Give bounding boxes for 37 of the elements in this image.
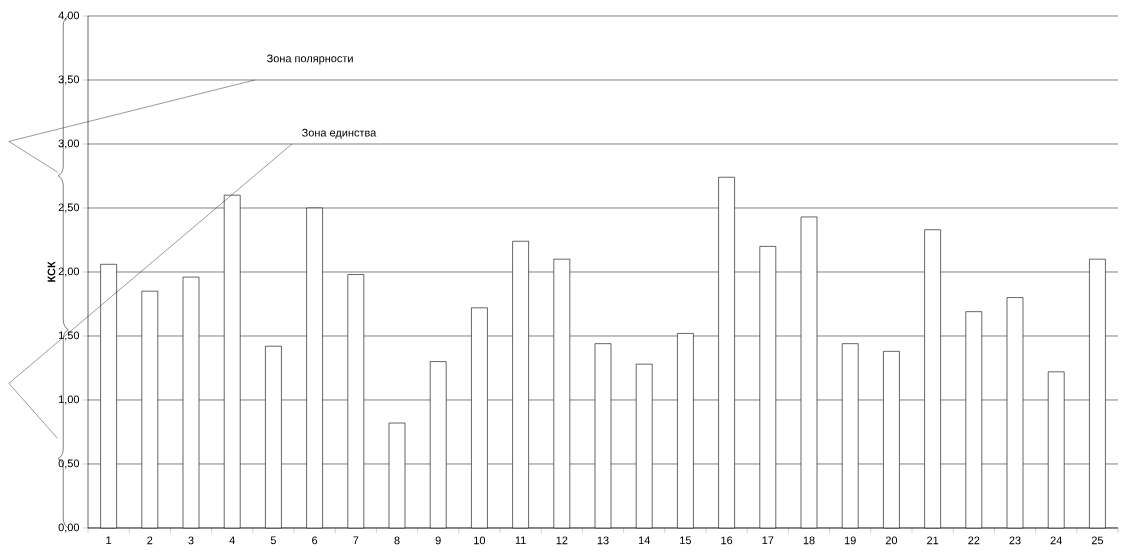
x-tick-label: 9 bbox=[435, 536, 441, 545]
x-tick-label: 25 bbox=[1091, 536, 1104, 545]
y-tick-label: 3,00 bbox=[58, 139, 80, 149]
x-tick-label: 7 bbox=[353, 536, 359, 545]
x-tick-label: 15 bbox=[680, 536, 692, 545]
x-tick-label: 5 bbox=[270, 536, 276, 545]
x-tick-label: 4 bbox=[229, 536, 235, 545]
x-tick-label: 21 bbox=[927, 536, 939, 545]
x-tick-label: 1 bbox=[106, 536, 112, 545]
annotation: Зона единства bbox=[302, 128, 377, 139]
x-tick-label: 12 bbox=[556, 536, 568, 545]
y-tick-label: 2,00 bbox=[58, 267, 80, 277]
x-tick-label: 2 bbox=[147, 536, 153, 545]
x-tick-label: 16 bbox=[721, 536, 733, 545]
y-tick-label: 1,00 bbox=[58, 395, 80, 405]
x-tick-label: 3 bbox=[188, 536, 194, 545]
x-tick-label: 10 bbox=[474, 536, 486, 545]
y-tick-label: 2,50 bbox=[58, 203, 80, 213]
x-tick-label: 17 bbox=[762, 536, 774, 545]
annotation: Зона полярности bbox=[266, 54, 353, 65]
y-tick-label: 0,00 bbox=[58, 523, 80, 533]
x-tick-label: 23 bbox=[1009, 536, 1021, 545]
x-tick-label: 20 bbox=[885, 536, 898, 545]
x-tick-label: 14 bbox=[638, 536, 650, 545]
x-tick-label: 18 bbox=[803, 536, 815, 545]
y-tick-label: 0,50 bbox=[58, 459, 80, 469]
x-tick-label: 19 bbox=[844, 536, 856, 545]
x-tick-label: 8 bbox=[394, 536, 400, 545]
x-tick-label: 11 bbox=[515, 536, 526, 545]
x-tick-label: 13 bbox=[597, 536, 609, 545]
y-axis-title: КСК bbox=[47, 261, 56, 282]
x-tick-label: 22 bbox=[968, 536, 980, 545]
y-tick-label: 4,00 bbox=[58, 11, 80, 21]
x-tick-label: 6 bbox=[312, 536, 318, 545]
y-tick-label: 3,50 bbox=[58, 75, 80, 85]
y-tick-label: 1,50 bbox=[58, 331, 80, 341]
x-tick-label: 24 bbox=[1050, 536, 1062, 545]
